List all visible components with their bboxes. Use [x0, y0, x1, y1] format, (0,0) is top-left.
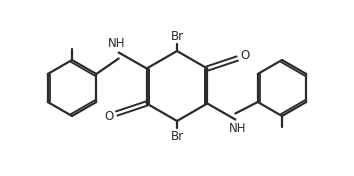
Text: NH: NH — [108, 37, 125, 50]
Text: O: O — [104, 110, 113, 123]
Text: NH: NH — [229, 122, 246, 135]
Text: Br: Br — [170, 30, 184, 42]
Text: O: O — [241, 49, 250, 62]
Text: Br: Br — [170, 130, 184, 143]
